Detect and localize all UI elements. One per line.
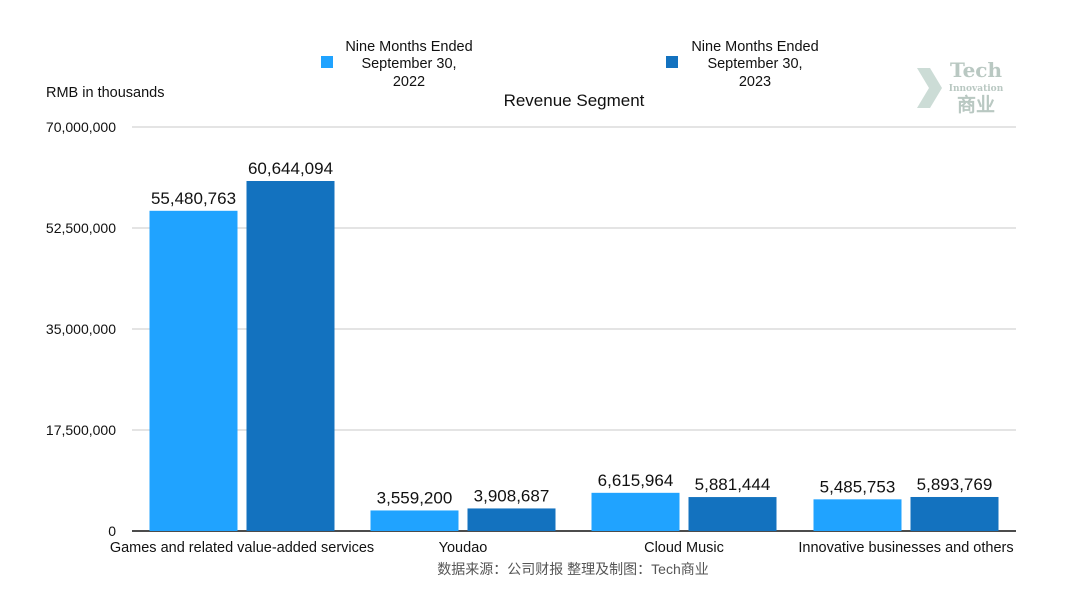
legend-label-2023-line-2: September 30, [707, 56, 802, 72]
data-label: 3,559,200 [377, 488, 453, 507]
data-label: 55,480,763 [151, 189, 236, 208]
bar-2022-0 [149, 210, 238, 531]
y-tick-label: 70,000,000 [46, 119, 116, 135]
y-axis-unit-label: RMB in thousands [46, 85, 164, 101]
data-label: 5,893,769 [917, 475, 993, 494]
legend: Nine Months Ended September 30, 2022 Nin… [321, 39, 819, 90]
bar-2023-1 [467, 508, 556, 531]
category-label: Cloud Music [644, 540, 724, 556]
legend-label-2022-line-2: September 30, [361, 56, 456, 72]
bar-2023-0 [246, 180, 335, 531]
watermark-logo: Tech Innovation 商业 [917, 58, 1004, 116]
legend-label-2022-line-1: Nine Months Ended [345, 39, 472, 55]
watermark-chevron-icon [917, 68, 942, 108]
y-tick-label: 52,500,000 [46, 220, 116, 236]
data-label: 3,908,687 [474, 486, 550, 505]
legend-label-2022-line-3: 2022 [393, 74, 425, 90]
data-label: 6,615,964 [598, 471, 674, 490]
watermark-bottom-text: 商业 [957, 93, 995, 116]
y-axis-ticks: 0 17,500,000 35,000,000 52,500,000 70,000,00… [46, 119, 116, 539]
watermark-middle-text: Innovation [949, 84, 1004, 94]
legend-swatch-2022 [321, 56, 333, 68]
y-tick-label: 0 [108, 523, 116, 539]
bar-2023-3 [910, 496, 999, 531]
data-label: 5,881,444 [695, 475, 771, 494]
source-note: 数据来源：公司财报 整理及制图：Tech商业 [437, 561, 708, 577]
category-label: Youdao [439, 540, 488, 556]
legend-label-2023-line-1: Nine Months Ended [691, 39, 818, 55]
data-label: 5,485,753 [820, 477, 896, 496]
bar-2022-1 [370, 510, 459, 531]
bar-2023-2 [688, 497, 777, 531]
legend-label-2023-line-3: 2023 [739, 74, 771, 90]
category-label: Innovative businesses and others [798, 540, 1013, 556]
legend-swatch-2023 [666, 56, 678, 68]
bar-2022-3 [813, 499, 902, 531]
data-label: 60,644,094 [248, 159, 333, 178]
bar-2022-2 [591, 492, 680, 531]
y-tick-label: 17,500,000 [46, 422, 116, 438]
value-labels: 55,480,763 60,644,094 3,559,200 3,908,687 6,… [151, 159, 992, 507]
category-label: Games and related value-added services [110, 540, 374, 556]
chart-title: Revenue Segment [504, 91, 645, 110]
bars [149, 180, 999, 531]
watermark-top-text: Tech [950, 58, 1002, 82]
y-tick-label: 35,000,000 [46, 321, 116, 337]
category-labels: Games and related value-added services Yo… [110, 540, 1014, 556]
